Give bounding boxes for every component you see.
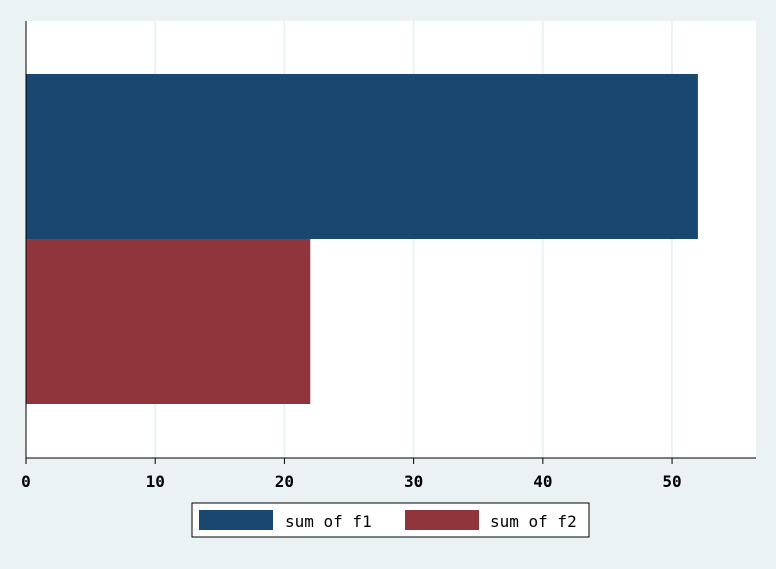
legend-label: sum of f2 [490,512,577,531]
bar-sum-of-f2 [26,239,311,404]
legend-swatch [405,510,479,530]
x-tick-label: 50 [662,472,681,491]
x-tick-label: 30 [404,472,423,491]
x-tick-label: 10 [146,472,165,491]
legend: sum of f1 sum of f2 [191,502,590,538]
x-tick-label: 20 [275,472,294,491]
legend-label: sum of f1 [285,512,372,531]
bar-sum-of-f1 [26,74,698,239]
legend-swatch [199,510,273,530]
bars [26,74,698,404]
x-tick-label: 40 [533,472,552,491]
x-tick-label: 0 [21,472,31,491]
x-axis: 0 10 20 30 40 50 [21,21,756,491]
